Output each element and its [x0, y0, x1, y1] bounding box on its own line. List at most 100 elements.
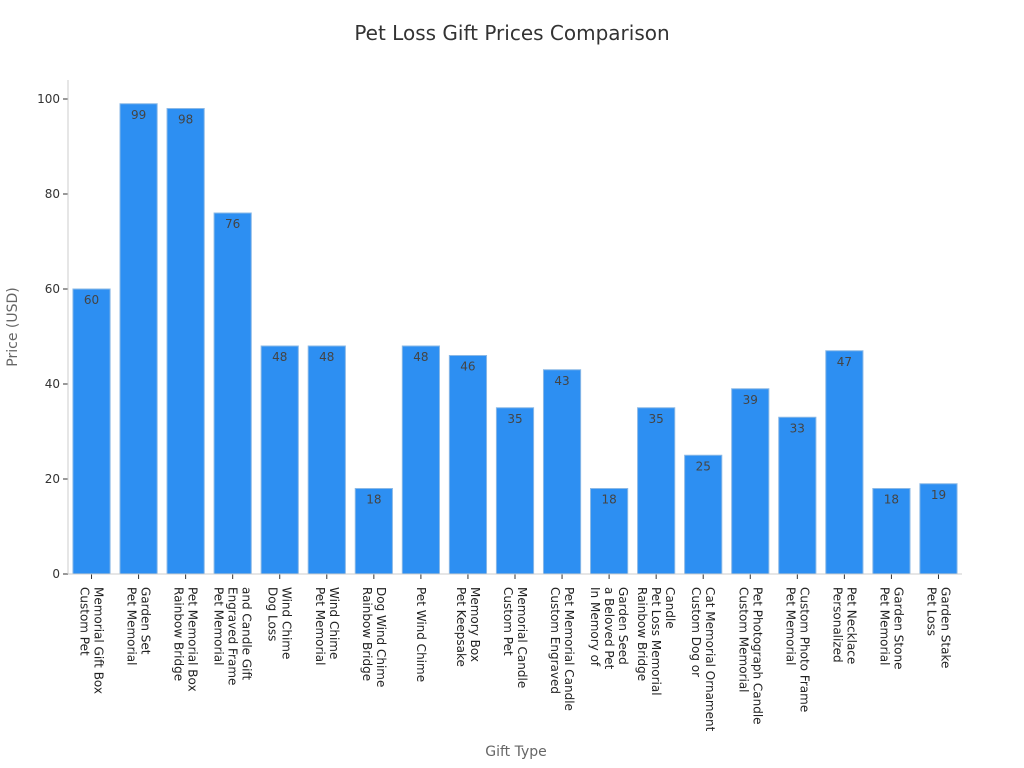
x-tick-label-line: Pet Memorial [313, 587, 327, 665]
x-tick-label-line: Pet Memorial [877, 587, 891, 665]
y-axis-label: Price (USD) [5, 287, 21, 366]
x-tick-label-line: Pet Memorial Candle [562, 587, 576, 711]
x-tick-label: Personalized Pet Necklace [830, 587, 858, 664]
bar [119, 103, 158, 575]
data-label: 18 [366, 493, 381, 507]
bar [260, 345, 299, 575]
x-tick-label-line: Pet Memorial [212, 587, 226, 665]
x-tick-label-line: Custom Engraved [548, 587, 562, 694]
data-label: 46 [460, 360, 475, 374]
bar [448, 355, 488, 575]
x-tick-label-line: Wind Chime [280, 587, 294, 659]
data-label: 35 [507, 412, 522, 426]
x-tick-label-line: Pet Wind Chime [414, 587, 428, 682]
bar [307, 345, 346, 575]
y-axis: 0 20 40 60 80 100 [37, 92, 68, 581]
x-tick-label: Pet Loss Garden Stake [924, 587, 952, 668]
y-tick-label: 60 [45, 282, 60, 296]
x-tick-label-line: Pet Photograph Candle [750, 587, 764, 725]
x-tick-label: Pet Memorial Wind Chime [313, 587, 341, 665]
x-tick-label: Pet Memorial Custom Photo Frame [783, 587, 811, 712]
x-axis: Custom Pet Memorial Gift Box Pet Memorial G… [78, 574, 952, 732]
x-tick-label-line: Personalized [830, 587, 844, 663]
x-tick-label: Pet Wind Chime [414, 587, 428, 682]
x-tick-label-line: Rainbow Bridge [172, 587, 186, 681]
x-tick-label: In Memory of a Beloved Pet Garden Seed [588, 587, 630, 670]
y-tick-label: 40 [45, 377, 60, 391]
x-tick-label-line: Custom Pet [78, 587, 92, 656]
x-tick-label-line: Memorial Candle [515, 587, 529, 688]
x-tick-label-line: a Beloved Pet [602, 587, 616, 670]
data-label: 60 [84, 293, 99, 307]
bar [919, 483, 958, 575]
data-label: 33 [790, 421, 805, 435]
data-label: 99 [131, 108, 146, 122]
x-tick-label-line: Pet Memorial [783, 587, 797, 665]
bar [872, 488, 911, 575]
x-tick-label-line: Dog Loss [266, 587, 280, 641]
data-label: 98 [178, 113, 193, 127]
x-tick-label-line: Custom Dog or [689, 587, 703, 677]
data-label: 48 [413, 350, 428, 364]
data-label: 18 [884, 493, 899, 507]
x-tick-label: Custom Memorial Pet Photograph Candle [736, 587, 764, 725]
bar [684, 454, 723, 575]
x-tick-label-line: In Memory of [588, 587, 602, 667]
y-tick-label: 100 [37, 92, 60, 106]
data-label: 76 [225, 217, 240, 231]
bar [72, 288, 111, 575]
x-tick-label-line: Custom Pet [501, 587, 515, 656]
bar [825, 350, 864, 575]
x-tick-label: Pet Memorial Garden Set [125, 587, 153, 665]
x-tick-label: Rainbow Bridge Dog Wind Chime [360, 587, 388, 687]
data-label: 25 [696, 459, 711, 473]
x-tick-label-line: Memorial Gift Box [92, 587, 106, 694]
x-tick-label: Pet Memorial Garden Stone [877, 587, 905, 669]
bar [166, 108, 205, 575]
x-tick-label-line: Garden Seed [616, 587, 630, 665]
x-tick-label: Custom Dog or Cat Memorial Ornament [689, 587, 717, 732]
bar [778, 416, 817, 575]
y-tick-label: 20 [45, 472, 60, 486]
x-tick-label: Custom Engraved Pet Memorial Candle [548, 587, 576, 711]
x-tick-label-line: Dog Wind Chime [374, 587, 388, 687]
bar [731, 388, 770, 575]
data-label: 47 [837, 355, 852, 369]
data-label: 35 [649, 412, 664, 426]
y-tick-label: 80 [45, 187, 60, 201]
x-axis-label: Gift Type [485, 744, 547, 760]
x-tick-label-line: Cat Memorial Ornament [703, 587, 717, 732]
x-tick-label-line: and Candle Gift [240, 587, 254, 681]
x-tick-label: Pet Memorial Engraved Frame and Candle Gif… [212, 587, 254, 685]
x-tick-label-line: Candle [663, 587, 677, 629]
x-tick-label-line: Pet Necklace [844, 587, 858, 664]
data-label: 39 [743, 393, 758, 407]
x-tick-label-line: Garden Set [139, 587, 153, 655]
bar [495, 407, 535, 575]
x-tick-label-line: Engraved Frame [226, 587, 240, 685]
data-label: 19 [931, 488, 946, 502]
data-label: 48 [272, 350, 287, 364]
x-tick-label-line: Rainbow Bridge [360, 587, 374, 681]
x-tick-label-line: Pet Loss [924, 587, 938, 636]
bar [401, 345, 440, 575]
x-tick-label-line: Pet Keepsake [454, 587, 468, 667]
x-tick-label-line: Memory Box [468, 587, 482, 662]
bar [637, 407, 676, 575]
x-tick-label: Pet Keepsake Memory Box [454, 587, 482, 667]
x-tick-label: Dog Loss Wind Chime [266, 587, 294, 659]
chart-title: Pet Loss Gift Prices Comparison [354, 21, 669, 45]
data-label: 48 [319, 350, 334, 364]
x-tick-label: Rainbow Bridge Pet Memorial Box [172, 587, 200, 692]
x-tick-label-line: Custom Photo Frame [797, 587, 811, 712]
bar [213, 212, 252, 575]
x-tick-label-line: Custom Memorial [736, 587, 750, 693]
x-tick-label-line: Garden Stake [938, 587, 952, 668]
x-tick-label-line: Rainbow Bridge [635, 587, 649, 681]
x-tick-label: Custom Pet Memorial Candle [501, 587, 529, 688]
bars-group: 60 99 98 76 48 48 18 48 46 35 43 18 35 25 39 33 47 18 19 [72, 103, 958, 575]
x-tick-label-line: Garden Stone [891, 587, 905, 669]
x-tick-label-line: Pet Loss Memorial [649, 587, 663, 696]
